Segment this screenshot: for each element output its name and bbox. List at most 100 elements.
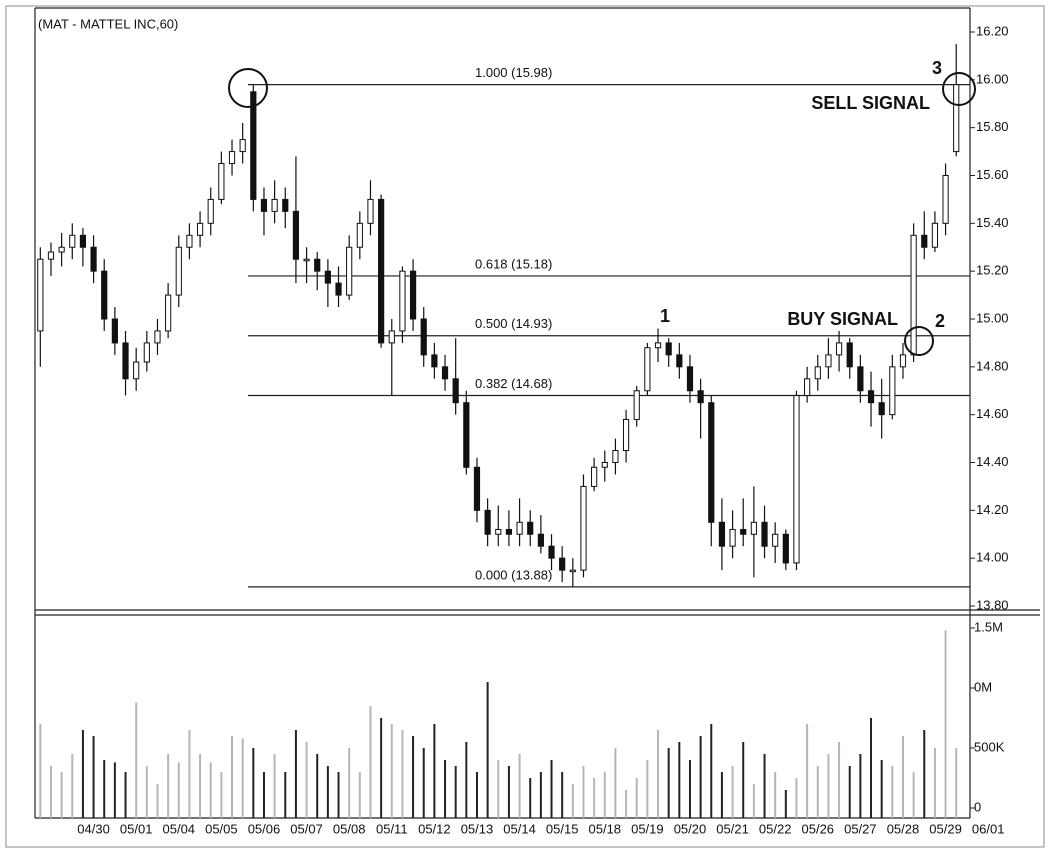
candle-body [601, 462, 608, 468]
candle-body [654, 342, 662, 349]
candle-body [718, 521, 726, 547]
x-tick-label: 05/29 [929, 821, 962, 836]
candle-body [953, 84, 960, 153]
candle-body [399, 270, 406, 332]
x-tick-label: 05/01 [120, 821, 153, 836]
candle-body [665, 342, 672, 356]
annotation: 3 [932, 58, 942, 78]
candle-body [175, 246, 182, 296]
candle-body [697, 390, 704, 404]
candle-body [79, 234, 87, 248]
volume-tick-label: 500K [974, 739, 1005, 754]
x-tick-label: 05/04 [163, 821, 196, 836]
candle-body [772, 533, 779, 547]
y-tick-label: 14.60 [976, 406, 1009, 421]
x-tick-label: 05/06 [248, 821, 281, 836]
candle-body [388, 330, 395, 344]
candle-body [292, 210, 300, 260]
candle-body [367, 198, 374, 224]
candle-body [90, 246, 97, 272]
candle-body [495, 528, 502, 535]
x-tick-label: 05/14 [503, 821, 536, 836]
candle-body [921, 234, 928, 248]
x-tick-label: 05/18 [589, 821, 622, 836]
candle-body [835, 342, 843, 356]
candle-body [473, 466, 481, 511]
x-tick-label: 05/13 [461, 821, 494, 836]
fib-label: 0.500 (14.93) [475, 316, 552, 331]
volume-tick-label: 1.5M [974, 619, 1003, 634]
candle-body [740, 528, 747, 535]
candle-body [282, 198, 289, 212]
candle-body [878, 402, 885, 416]
candle-body [409, 270, 417, 320]
candle-body [676, 354, 683, 368]
candle-body [378, 198, 385, 344]
candle-body [569, 569, 576, 573]
candle-body [69, 234, 76, 248]
outer-border [5, 5, 1045, 848]
candle-body [165, 294, 172, 332]
x-tick-label: 05/22 [759, 821, 792, 836]
candle-body [942, 175, 949, 224]
x-tick-label: 06/01 [972, 821, 1005, 836]
candle-body [196, 222, 204, 236]
x-tick-label: 05/11 [376, 821, 408, 836]
candle-body [260, 198, 268, 212]
candle-body [420, 318, 427, 356]
candle-body [452, 378, 459, 404]
y-tick-label: 16.00 [976, 71, 1009, 86]
candle-body [228, 151, 236, 165]
candle-body [931, 222, 939, 248]
highlight-circle [904, 326, 934, 356]
fib-label: 0.000 (13.88) [475, 567, 552, 582]
candle-body [314, 258, 321, 272]
candle-body [335, 282, 342, 296]
candle-body [537, 533, 544, 547]
y-tick-label: 16.20 [976, 23, 1009, 38]
y-tick-label: 15.00 [976, 310, 1009, 325]
candle-body [37, 258, 44, 332]
candle-body [356, 222, 363, 248]
candle-body [825, 354, 832, 368]
candle-body [761, 521, 768, 547]
candle-body [846, 342, 853, 368]
annotation: 2 [935, 311, 945, 331]
candle-body [750, 521, 757, 535]
candle-body [867, 390, 875, 404]
candle-body [207, 198, 214, 224]
y-tick-label: 15.80 [976, 119, 1009, 134]
volume-tick-label: 0M [974, 679, 992, 694]
candle-body [814, 366, 821, 380]
x-tick-label: 05/07 [290, 821, 323, 836]
candle-body [218, 163, 225, 200]
candle-body [111, 318, 118, 344]
candle-body [644, 347, 651, 392]
candle-body [622, 418, 630, 452]
candle-body [122, 342, 129, 380]
x-tick-label: 05/26 [802, 821, 835, 836]
candle-body [527, 521, 534, 535]
candle-body [910, 234, 917, 356]
annotation: 1 [660, 306, 670, 326]
y-tick-label: 14.00 [976, 550, 1009, 565]
y-tick-label: 14.20 [976, 502, 1009, 517]
candle-body [782, 533, 789, 564]
candle-body [271, 198, 278, 212]
candle-body [133, 361, 140, 380]
y-tick-label: 14.40 [976, 454, 1009, 469]
candle-body [250, 91, 257, 200]
fib-label: 0.618 (15.18) [475, 256, 552, 271]
candle-body [239, 139, 246, 153]
x-tick-label: 05/28 [887, 821, 920, 836]
fib-label: 0.382 (14.68) [475, 376, 552, 391]
y-tick-label: 15.40 [976, 215, 1009, 230]
volume-tick-label: 0 [974, 799, 981, 814]
candle-body [505, 528, 513, 535]
candle-body [154, 330, 161, 344]
candle-body [708, 402, 715, 523]
x-tick-label: 05/21 [716, 821, 749, 836]
candle-body [186, 234, 193, 248]
chart-title: (MAT - MATTEL INC,60) [38, 16, 178, 31]
